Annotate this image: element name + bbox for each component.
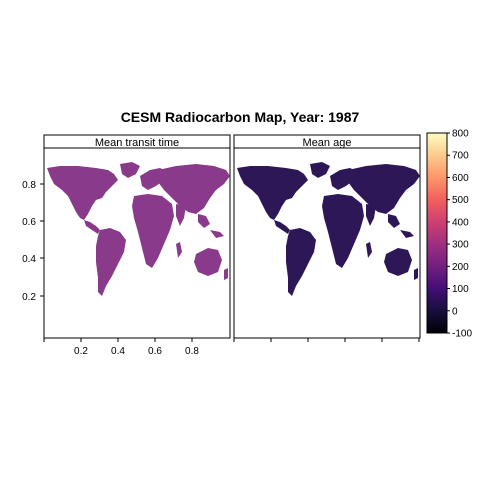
y-tick-label: 0.4 (22, 254, 36, 265)
panel-1-label: Mean transit time (95, 137, 179, 149)
panel-2-land (237, 162, 420, 296)
colorbar-tick-label: 700 (452, 151, 469, 162)
y-tick-label: 0.2 (22, 292, 36, 303)
colorbar-tick-label: 600 (452, 173, 469, 184)
colorbar-tick-label: 800 (452, 129, 469, 140)
x-tick-label: 0.4 (111, 346, 125, 357)
panel-2-frame (233, 147, 421, 339)
panel-mean-age: Mean age (233, 134, 421, 339)
x-tick-label: 0.8 (185, 346, 199, 357)
x-tick-label: 0.6 (148, 346, 162, 357)
y-tick-label: 0.6 (22, 217, 36, 228)
panel-1-land (47, 162, 230, 296)
y-axis: 0.8 0.6 0.4 0.2 (22, 180, 44, 303)
y-tick-label: 0.8 (22, 180, 36, 191)
colorbar-tick-label: -100 (452, 329, 472, 340)
colorbar-gradient (426, 132, 448, 334)
colorbar-tick-label: 400 (452, 217, 469, 228)
colorbar-tick-label: 0 (452, 306, 458, 317)
x-tick-label: 0.2 (74, 346, 88, 357)
colorbar: 800 700 600 500 400 300 200 100 0 -100 (426, 129, 472, 340)
colorbar-tick-label: 500 (452, 195, 469, 206)
x-axis: 0.2 0.4 0.6 0.8 (43, 338, 420, 357)
panel-2-label: Mean age (303, 137, 352, 149)
panel-mean-transit-time: Mean transit time (43, 134, 231, 339)
colorbar-tick-label: 300 (452, 240, 469, 251)
colorbar-tick-label: 100 (452, 284, 469, 295)
colorbar-tick-label: 200 (452, 262, 469, 273)
panel-1-frame (43, 147, 231, 339)
map-title: CESM Radiocarbon Map, Year: 1987 (121, 109, 360, 125)
